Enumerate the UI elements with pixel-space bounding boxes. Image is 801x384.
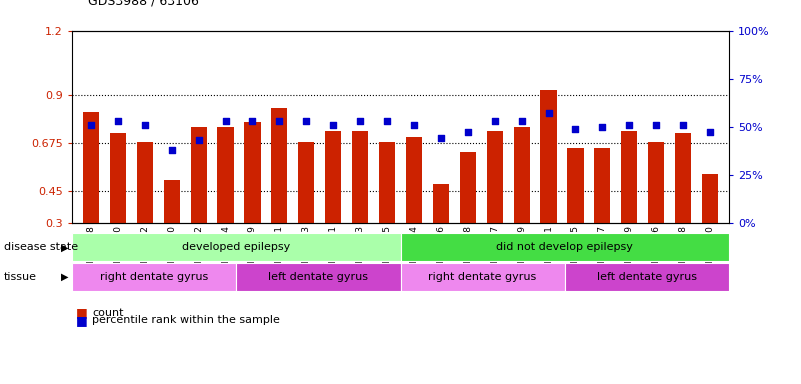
Bar [567,148,584,223]
Bar [433,184,449,223]
Text: ■: ■ [76,306,88,319]
Bar [487,131,503,223]
Point [192,137,205,143]
Text: tissue: tissue [4,272,37,282]
Bar [594,148,610,223]
Point [569,126,582,132]
Point [273,118,286,124]
Bar [352,131,368,223]
Point [111,118,124,124]
Text: disease state: disease state [4,242,78,252]
Bar [379,142,395,223]
Text: count: count [92,308,123,318]
Point [461,129,474,136]
Bar [400,263,565,291]
Bar [325,131,341,223]
Bar [244,122,260,223]
Point [219,118,232,124]
Bar [217,127,234,223]
Point [650,122,662,128]
Point [139,122,151,128]
Bar [110,133,126,223]
Point [542,110,555,116]
Text: left dentate gyrus: left dentate gyrus [597,272,697,282]
Bar [675,133,691,223]
Bar [622,131,638,223]
Bar [702,174,718,223]
Point [380,118,393,124]
Point [623,122,636,128]
Text: GDS3988 / 63106: GDS3988 / 63106 [88,0,199,8]
Bar [648,142,664,223]
Bar [72,233,400,261]
Text: right dentate gyrus: right dentate gyrus [100,272,208,282]
Bar [460,152,476,223]
Point [515,118,528,124]
Bar [513,127,529,223]
Bar [72,263,236,291]
Text: right dentate gyrus: right dentate gyrus [429,272,537,282]
Point [408,122,421,128]
Text: percentile rank within the sample: percentile rank within the sample [92,315,280,325]
Point [354,118,367,124]
Bar [400,233,729,261]
Text: ■: ■ [76,314,88,327]
Bar [406,137,422,223]
Text: left dentate gyrus: left dentate gyrus [268,272,368,282]
Bar [191,127,207,223]
Text: developed epilepsy: developed epilepsy [182,242,291,252]
Point [85,122,98,128]
Bar [298,142,314,223]
Text: did not develop epilepsy: did not develop epilepsy [497,242,633,252]
Point [246,118,259,124]
Text: ▶: ▶ [61,272,68,282]
Bar [236,263,400,291]
Bar [272,108,288,223]
Text: ▶: ▶ [61,242,68,252]
Point [596,124,609,130]
Bar [565,263,729,291]
Bar [83,112,99,223]
Bar [163,180,179,223]
Point [489,118,501,124]
Bar [541,91,557,223]
Point [300,118,312,124]
Point [703,129,716,136]
Bar [137,142,153,223]
Point [165,147,178,153]
Point [677,122,690,128]
Point [434,135,447,141]
Point [327,122,340,128]
